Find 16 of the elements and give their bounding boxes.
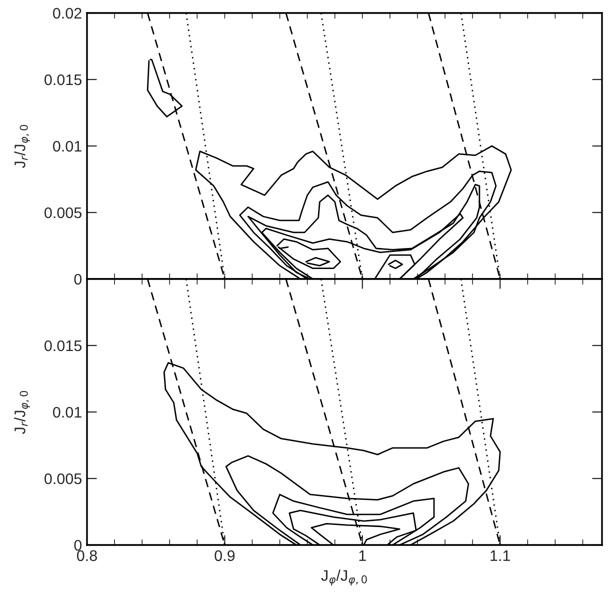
y-tick-label: 0.01 [53,140,82,152]
x-tick-label: 1.1 [490,550,510,561]
y-tick-label: 0.005 [44,207,82,218]
y-tick-label: 0.015 [44,74,82,86]
y-tick-label: 0.02 [53,8,82,19]
y-tick-label: 0 [74,540,82,551]
y-tick-label: 0.01 [53,406,82,418]
y-axis-title: J$_{r}$/J$_{φ,0}$ [14,390,30,434]
x-tick-label: 0.9 [214,550,235,562]
y-tick-label: 0.015 [44,340,82,352]
y-axis-title: J$_{r}$/J$_{φ,0}$ [14,124,30,168]
y-tick-label: 0 [74,274,82,285]
x-tick-label: 0.8 [76,550,97,562]
x-axis-title: J$_{φ}$/J$_{φ,0}$ [321,570,367,586]
x-tick-label: 1 [359,550,366,561]
y-tick-label: 0.005 [44,473,82,484]
